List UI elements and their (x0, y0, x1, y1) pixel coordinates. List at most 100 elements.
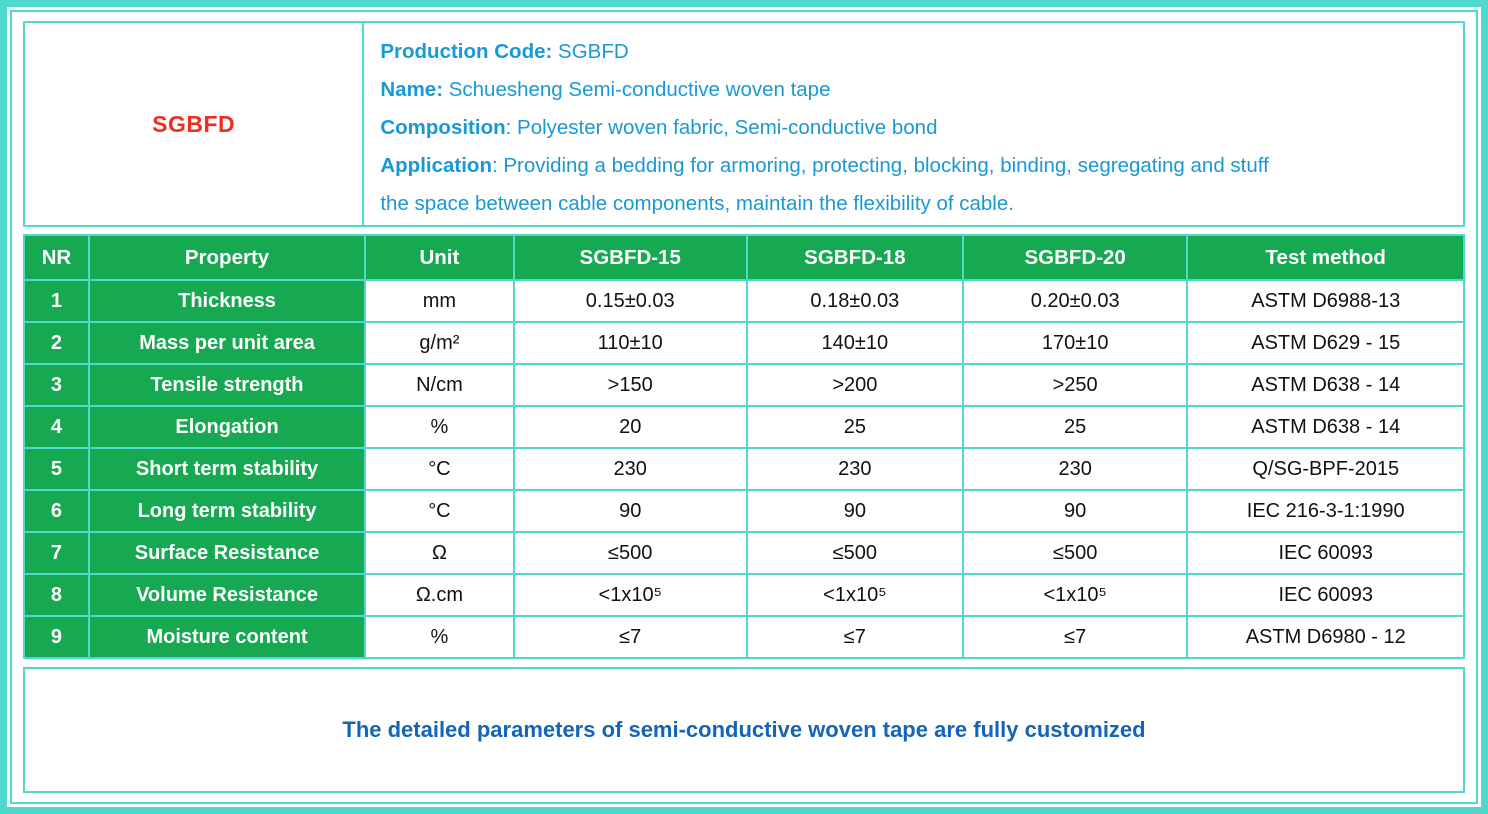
info-line-application: Application: Providing a bedding for arm… (380, 147, 1453, 185)
row-number-cell: 7 (23, 531, 90, 575)
value-cell: 90 (745, 489, 964, 533)
test-method-cell: ASTM D638 - 14 (1186, 405, 1465, 449)
info-value: the space between cable components, main… (380, 192, 1014, 215)
product-info-section: SGBFD Production Code: SGBFD Name: Schue… (23, 21, 1465, 227)
row-number-cell: 4 (23, 405, 90, 449)
test-method-cell: IEC 60093 (1186, 573, 1465, 617)
value-cell: ≤500 (745, 531, 964, 575)
table-row: 3 Tensile strength N/cm >150 >200 >250 ASTM D6… (23, 363, 1465, 407)
inner-frame: SGBFD Production Code: SGBFD Name: Schue… (10, 10, 1478, 804)
value-cell: 230 (745, 447, 964, 491)
property-cell: Elongation (87, 405, 367, 449)
value-cell: 25 (961, 405, 1189, 449)
value-cell: 230 (512, 447, 748, 491)
test-method-cell: ASTM D6988-13 (1186, 279, 1465, 323)
value-cell: °C (364, 489, 515, 533)
property-cell: Surface Resistance (87, 531, 367, 575)
value-cell: 0.20±0.03 (961, 279, 1189, 323)
value-cell: N/cm (364, 363, 515, 407)
value-cell: ≤500 (512, 531, 748, 575)
info-line-name: Name: Schuesheng Semi-conductive woven t… (380, 71, 1453, 109)
value-cell: Ω (364, 531, 515, 575)
column-header-sgbfd-20: SGBFD-20 (961, 234, 1189, 281)
test-method-cell: ASTM D629 - 15 (1186, 321, 1465, 365)
table-header-row: NR Property Unit SGBFD-15 SGBFD-18 SGBFD… (23, 234, 1465, 281)
value-cell: 230 (961, 447, 1189, 491)
value-cell: ≤7 (512, 615, 748, 659)
property-cell: Thickness (87, 279, 367, 323)
row-number-cell: 1 (23, 279, 90, 323)
product-code-cell: SGBFD (25, 23, 365, 225)
spec-table-body: 1 Thickness mm 0.15±0.03 0.18±0.03 0.20±0.03 A… (23, 279, 1465, 659)
table-row: 2 Mass per unit area g/m² 110±10 140±10 170±1… (23, 321, 1465, 365)
spec-table: NR Property Unit SGBFD-15 SGBFD-18 SGBFD… (23, 234, 1465, 659)
info-line-application-cont: the space between cable components, main… (380, 185, 1453, 223)
value-cell: ≤500 (961, 531, 1189, 575)
table-row: 4 Elongation% 20 25 25 ASTM D638 - 14 (23, 405, 1465, 449)
footer-note: The detailed parameters of semi-conducti… (342, 717, 1146, 742)
table-row: 5 Short term stability °C 230 230 230 Q/SG-BPF… (23, 447, 1465, 491)
value-cell: >150 (512, 363, 748, 407)
row-number-cell: 3 (23, 363, 90, 407)
column-header-property: Property (87, 234, 367, 281)
table-row: 8 Volume Resistance Ω.cm <1x10⁵ <1x10⁵ <1x10⁵… (23, 573, 1465, 617)
value-cell: mm (364, 279, 515, 323)
column-header-sgbfd-18: SGBFD-18 (745, 234, 964, 281)
info-label: Composition (380, 116, 506, 139)
value-cell: >250 (961, 363, 1189, 407)
test-method-cell: Q/SG-BPF-2015 (1186, 447, 1465, 491)
info-line-production-code: Production Code: SGBFD (380, 33, 1453, 71)
value-cell: <1x10⁵ (745, 573, 964, 617)
test-method-cell: ASTM D638 - 14 (1186, 363, 1465, 407)
column-header-unit: Unit (364, 234, 515, 281)
test-method-cell: IEC 60093 (1186, 531, 1465, 575)
property-cell: Short term stability (87, 447, 367, 491)
value-cell: <1x10⁵ (961, 573, 1189, 617)
value-cell: 140±10 (745, 321, 964, 365)
value-cell: >200 (745, 363, 964, 407)
info-label: Name: (380, 78, 444, 101)
property-cell: Volume Resistance (87, 573, 367, 617)
value-cell: ≤7 (961, 615, 1189, 659)
value-cell: 170±10 (961, 321, 1189, 365)
info-line-composition: Composition: Polyester woven fabric, Sem… (380, 109, 1453, 147)
column-header-nr: NR (23, 234, 90, 281)
value-cell: 90 (512, 489, 748, 533)
row-number-cell: 2 (23, 321, 90, 365)
info-value: : Providing a bedding for armoring, prot… (491, 154, 1269, 177)
property-cell: Long term stability (87, 489, 367, 533)
table-row: 6 Long term stability °C 90 90 90 IEC 216-3-1:… (23, 489, 1465, 533)
value-cell: 0.18±0.03 (745, 279, 964, 323)
value-cell: °C (364, 447, 515, 491)
value-cell: <1x10⁵ (512, 573, 748, 617)
row-number-cell: 9 (23, 615, 90, 659)
property-cell: Mass per unit area (87, 321, 367, 365)
property-cell: Moisture content (87, 615, 367, 659)
value-cell: % (364, 405, 515, 449)
info-label: Production Code: (380, 40, 553, 63)
value-cell: 20 (512, 405, 748, 449)
column-header-sgbfd-15: SGBFD-15 (512, 234, 748, 281)
row-number-cell: 5 (23, 447, 90, 491)
table-row: 1 Thickness mm 0.15±0.03 0.18±0.03 0.20±0.03 A… (23, 279, 1465, 323)
test-method-cell: IEC 216-3-1:1990 (1186, 489, 1465, 533)
property-cell: Tensile strength (87, 363, 367, 407)
value-cell: % (364, 615, 515, 659)
value-cell: 25 (745, 405, 964, 449)
value-cell: 90 (961, 489, 1189, 533)
product-code: SGBFD (152, 110, 236, 137)
footer-box: The detailed parameters of semi-conducti… (23, 667, 1465, 793)
table-row: 9 Moisture content% ≤7 ≤7 ≤7 ASTM D6980 - 12 (23, 615, 1465, 659)
value-cell: Ω.cm (364, 573, 515, 617)
value-cell: 0.15±0.03 (512, 279, 748, 323)
info-value: : Polyester woven fabric, Semi-conductiv… (505, 116, 938, 139)
product-details-cell: Production Code: SGBFD Name: Schuesheng … (364, 23, 1463, 225)
info-label: Application (380, 154, 492, 177)
test-method-cell: ASTM D6980 - 12 (1186, 615, 1465, 659)
info-value: Schuesheng Semi-conductive woven tape (443, 78, 831, 101)
value-cell: ≤7 (745, 615, 964, 659)
value-cell: g/m² (364, 321, 515, 365)
info-value: SGBFD (552, 40, 629, 63)
table-row: 7 Surface Resistance Ω ≤500 ≤500 ≤500 IEC 6009… (23, 531, 1465, 575)
